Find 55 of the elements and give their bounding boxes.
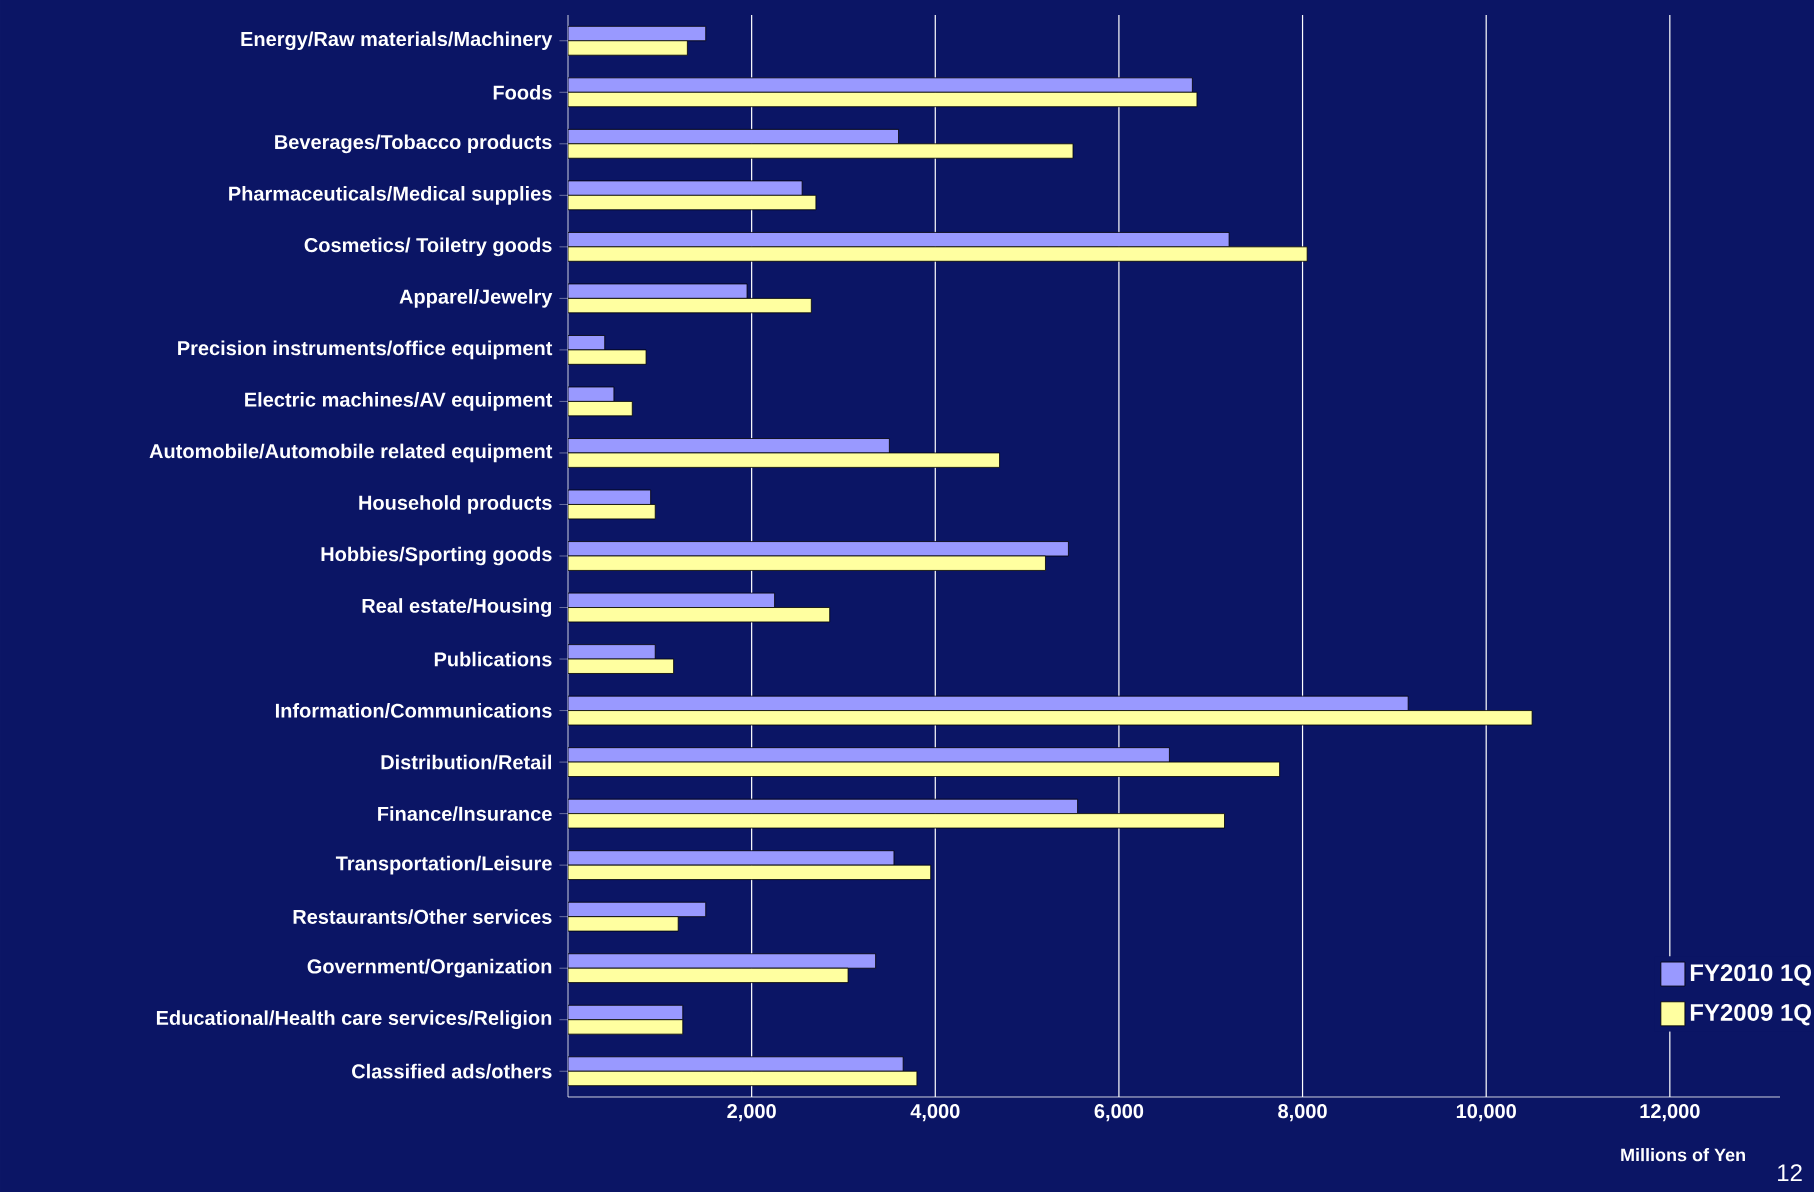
bar [568,953,876,969]
bar [568,695,1409,711]
bar [568,91,1198,108]
bar [568,710,1533,726]
x-axis-title: Millions of Yen [1621,1148,1745,1162]
y-tick-label: Apparel/Jewelry [399,289,553,308]
bar [568,798,1078,815]
bar [568,555,1046,571]
x-tick-label: 6,000 [1094,1104,1144,1122]
y-tick-label: Classified ads/others [352,1063,552,1079]
x-tick-label: 12,000 [1640,1104,1700,1122]
bar [568,246,1308,262]
y-tick-label: Precision instruments/office equipment [178,340,553,360]
bar [568,850,895,866]
bar [568,607,831,623]
y-tick-label: Automobile/Automobile related equipment [149,443,553,463]
x-tick-label: 2,000 [727,1104,776,1122]
y-tick-label: Educational/Health care services/Religion [156,1010,552,1030]
y-tick-label: Restaurants/Other services [293,909,552,925]
bar [568,297,812,314]
bar [568,864,932,880]
bar [568,1056,904,1072]
bar [568,1070,918,1087]
y-tick-label: Pharmaceuticals/Medical supplies [229,186,552,205]
y-tick-label: Beverages/Tobacco products [275,134,552,154]
x-tick-label: 8,000 [1278,1104,1327,1122]
legend-label: FY2010 1Q [1690,964,1811,986]
y-tick-label: Finance/Insurance [378,806,552,822]
y-tick-label: Information/Communications [275,703,552,719]
y-tick-label: Cosmetics/ Toiletry goods [304,237,552,257]
bar [568,128,899,145]
y-tick-label: Transportation/Leisure [335,855,552,875]
bar [568,40,688,56]
bar [568,143,1074,159]
bar [568,438,890,454]
bar [568,77,1193,93]
y-tick-label: Energy/Raw materials/Machinery [241,31,553,51]
y-tick-label: Foods [493,84,552,100]
x-tick-label: 10,000 [1456,1104,1516,1122]
bar [568,541,1069,557]
x-tick-label: 4,000 [910,1104,960,1122]
y-tick-label: Household products [359,495,552,514]
bar [568,813,1225,829]
y-tick-label: Distribution/Retail [381,754,551,770]
y-tick-label: Government/Organization [307,958,552,978]
bar [568,747,1170,763]
bar [568,452,1000,468]
bar [568,232,1230,248]
y-tick-label: Electric machines/AV equipment [245,392,553,411]
text: 12 [1778,1164,1802,1181]
y-tick-label: Real estate/Housing [362,598,552,617]
y-tick-label: Publications [434,651,552,667]
legend-label: FY2009 1Q [1690,1003,1811,1026]
y-tick-label: Hobbies/Sporting goods [321,546,552,566]
bar [568,761,1280,777]
